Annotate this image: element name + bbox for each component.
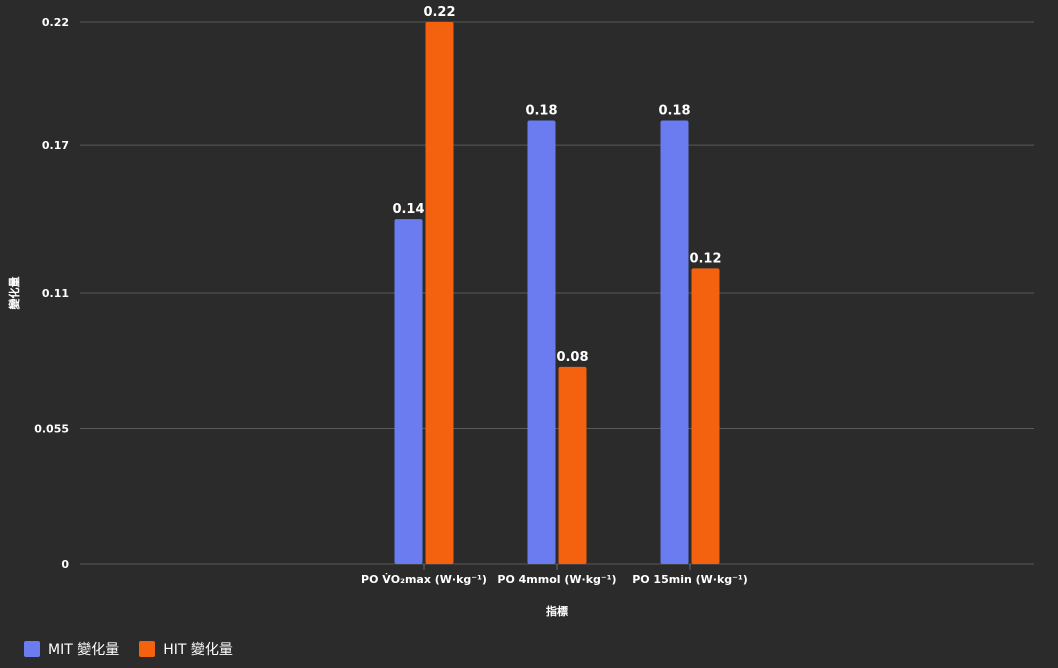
bar-hit-0 xyxy=(425,22,454,564)
bar-mit-2 xyxy=(660,120,689,564)
bar-mit-1 xyxy=(527,120,556,564)
y-tick-label: 0.22 xyxy=(42,16,69,29)
legend-label: MIT 變化量 xyxy=(48,642,120,658)
y-axis-title: 變化量 xyxy=(7,277,21,310)
bar-hit-2 xyxy=(691,268,720,564)
bar-mit-0 xyxy=(394,219,423,564)
data-label: 0.12 xyxy=(689,251,721,266)
y-tick-label: 0.17 xyxy=(42,139,69,152)
y-tick-label: 0.11 xyxy=(42,287,69,300)
legend-label: HIT 變化量 xyxy=(163,642,233,658)
x-tick-label: PO 4mmol (W·kg⁻¹) xyxy=(497,573,616,586)
y-tick-label: 0.055 xyxy=(34,423,69,436)
x-tick-label: PO 15min (W·kg⁻¹) xyxy=(632,573,748,586)
legend: MIT 變化量 HIT 變化量 xyxy=(24,639,233,659)
data-label: 0.14 xyxy=(392,202,424,217)
bar-hit-1 xyxy=(558,366,587,564)
legend-item-hit[interactable]: HIT 變化量 xyxy=(139,639,233,659)
data-label: 0.18 xyxy=(658,104,690,119)
bar-chart: 0 0.055 0.11 0.17 0.22 變化量 0.14 0.22 PO V̇O₂max … xyxy=(7,5,1034,618)
data-label: 0.22 xyxy=(423,5,455,20)
y-tick-label: 0 xyxy=(61,558,69,571)
legend-swatch xyxy=(24,641,40,657)
legend-item-mit[interactable]: MIT 變化量 xyxy=(24,639,119,659)
x-tick-label: PO V̇O₂max (W·kg⁻¹) xyxy=(361,573,487,586)
data-label: 0.18 xyxy=(525,104,557,119)
x-axis-title: 指標 xyxy=(546,604,568,618)
data-label: 0.08 xyxy=(556,350,588,365)
legend-swatch xyxy=(139,641,156,657)
